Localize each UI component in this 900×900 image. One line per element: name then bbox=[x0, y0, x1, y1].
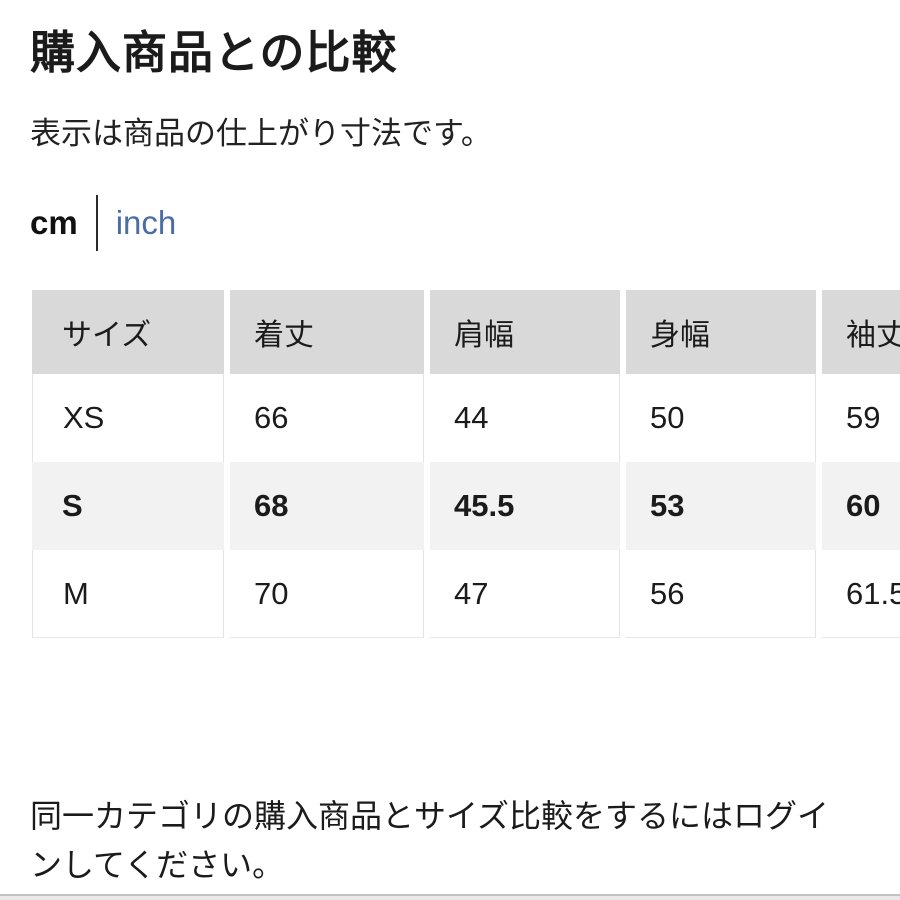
column-header-body-width: 身幅 bbox=[626, 290, 816, 374]
table-value: 68 bbox=[230, 462, 424, 550]
login-prompt-text: 同一カテゴリの購入商品とサイズ比較をするにはログインしてください。 bbox=[30, 798, 830, 883]
table-value: 70 bbox=[230, 550, 424, 638]
table-value: 47 bbox=[430, 550, 620, 638]
table-value: 53 bbox=[626, 462, 816, 550]
size-table-header-row: サイズ 着丈 肩幅 身幅 袖丈 bbox=[32, 290, 900, 374]
column-header-shoulder-width: 肩幅 bbox=[430, 290, 620, 374]
bottom-divider bbox=[0, 894, 900, 900]
table-value: 56 bbox=[626, 550, 816, 638]
table-value: 66 bbox=[230, 374, 424, 462]
page-title: 購入商品との比較 bbox=[30, 27, 398, 78]
table-value: 61.5 bbox=[822, 550, 900, 638]
column-header-sleeve-length: 袖丈 bbox=[822, 290, 900, 374]
size-label: S bbox=[32, 462, 224, 550]
table-value: 60 bbox=[822, 462, 900, 550]
table-value: 50 bbox=[626, 374, 816, 462]
page-subtitle: 表示は商品の仕上がり寸法です。 bbox=[30, 116, 492, 151]
table-value: 45.5 bbox=[430, 462, 620, 550]
table-value: 59 bbox=[822, 374, 900, 462]
table-value: 44 bbox=[430, 374, 620, 462]
unit-cm-button[interactable]: cm bbox=[30, 204, 78, 241]
unit-toggle: cm inch bbox=[30, 192, 176, 254]
unit-inch-link[interactable]: inch bbox=[115, 204, 177, 241]
size-label: XS bbox=[32, 374, 224, 462]
size-label: M bbox=[32, 550, 224, 638]
unit-toggle-divider bbox=[95, 195, 98, 251]
table-row-xs: XS 66 44 50 59 bbox=[32, 374, 900, 462]
table-row-m: M 70 47 56 61.5 bbox=[32, 550, 900, 638]
size-table: サイズ 着丈 肩幅 身幅 袖丈 XS 66 44 50 59 S 68 45.5… bbox=[32, 290, 900, 638]
column-header-size: サイズ bbox=[32, 290, 224, 374]
column-header-body-length: 着丈 bbox=[230, 290, 424, 374]
table-row-s-selected: S 68 45.5 53 60 bbox=[32, 462, 900, 550]
